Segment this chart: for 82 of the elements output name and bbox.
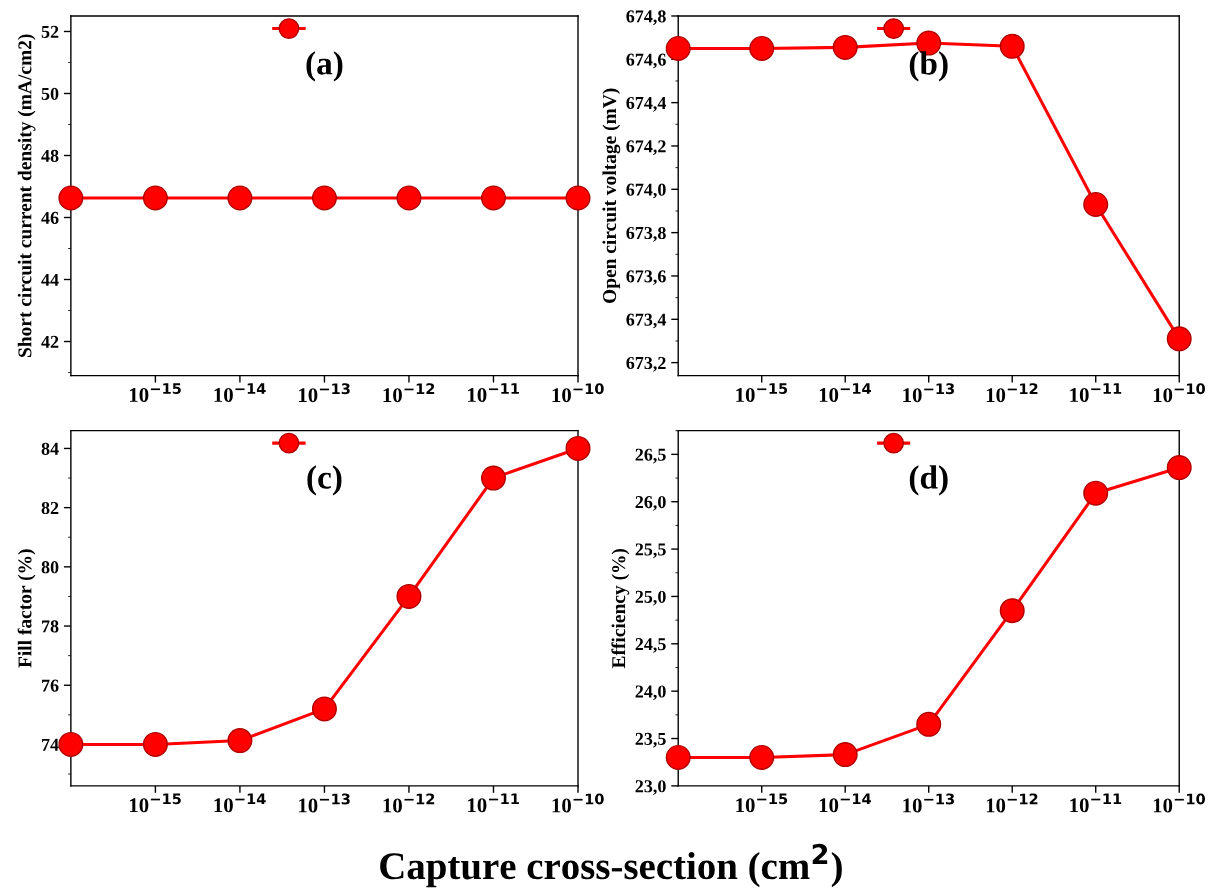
x-tick-label: 10$^{−11}$	[1070, 383, 1122, 403]
y-tick-label: 674,8	[626, 10, 666, 26]
x-tick-label: 10$^{−15}$	[736, 383, 788, 403]
x-tick-label: 10$^{−15}$	[129, 793, 181, 813]
y-tick-label: 24,0	[635, 685, 666, 701]
y-tick-label: 674,6	[626, 53, 666, 69]
point	[142, 731, 168, 757]
point	[1166, 455, 1192, 481]
y-tick-label: 46	[41, 211, 59, 224]
point	[565, 435, 591, 461]
y-tick-label: 52	[41, 25, 59, 38]
x-tick-label: 10$^{−10}$	[1153, 383, 1205, 403]
x-tick-label: 10$^{−14}$	[214, 383, 266, 403]
x-tick-label: 10$^{−12}$	[383, 383, 435, 403]
point	[916, 711, 942, 737]
y-tick-label: 674,4	[626, 96, 667, 112]
point	[665, 35, 691, 61]
point	[1083, 480, 1109, 506]
y-tick-label: 26,5	[635, 448, 666, 464]
y-axis-title: Efficiency (%)	[611, 548, 630, 669]
x-tick-label: 10$^{−10}$	[552, 383, 604, 403]
x-tick-label: 10$^{−13}$	[903, 383, 955, 403]
y-tick-label: 23,0	[635, 780, 666, 795]
y-axis-title: Short circuit current density (mA/cm2)	[17, 34, 36, 357]
point	[311, 696, 337, 722]
y-tick-label: 673,6	[626, 270, 666, 286]
x-tick-label: 10$^{−11}$	[468, 793, 519, 813]
y-tick-label: 673,8	[626, 226, 666, 242]
point	[58, 731, 84, 757]
point	[999, 33, 1025, 59]
y-tick-label: 24,5	[635, 638, 666, 653]
y-tick-label: 78	[42, 620, 59, 633]
point	[227, 728, 253, 754]
y-tick-label: 25,0	[635, 590, 666, 606]
x-tick-label: 10$^{−13}$	[299, 383, 350, 403]
y-axis-title: Open circuit voltage (mV)	[602, 88, 621, 303]
y-tick-label: 673,4	[626, 313, 667, 329]
point	[396, 583, 422, 609]
annotation: (b)	[909, 51, 948, 82]
y-axis-title: Fill factor (%)	[17, 549, 36, 668]
y-tick-label: 674,2	[626, 140, 666, 156]
y-tick-label: 25,5	[635, 543, 666, 559]
x-tick-label: 10$^{−15}$	[736, 793, 788, 813]
point	[749, 35, 775, 61]
point	[749, 744, 775, 770]
x-tick-label: 10$^{−13}$	[903, 793, 955, 813]
y-tick-label: 23,5	[635, 732, 666, 748]
x-tick-label: 10$^{−15}$	[129, 383, 181, 403]
point	[832, 742, 858, 768]
y-tick-label: 74	[42, 738, 59, 751]
x-tick-label: 10$^{−10}$	[552, 793, 604, 813]
y-tick-label: 76	[42, 679, 59, 692]
point	[1166, 326, 1192, 352]
annotation: (a)	[306, 51, 343, 82]
x-tick-label: 10$^{−14}$	[214, 793, 266, 813]
point	[1083, 191, 1109, 217]
annotation: (d)	[909, 465, 948, 496]
x-tick-label: 10$^{−14}$	[819, 793, 872, 813]
y-tick-label: 84	[41, 442, 59, 455]
x-tick-label: 10$^{−14}$	[819, 383, 872, 403]
y-tick-label: 50	[41, 87, 59, 100]
y-tick-label: 26,0	[635, 495, 666, 511]
point	[665, 744, 691, 770]
y-tick-label: 42	[41, 335, 59, 348]
point	[480, 465, 506, 491]
y-tick-label: 82	[41, 501, 59, 515]
x-tick-label: 10$^{−11}$	[1070, 793, 1122, 813]
x-tick-label: 10$^{−12}$	[986, 383, 1038, 403]
x-tick-label: 10$^{−11}$	[468, 383, 519, 403]
y-tick-label: 674,0	[626, 183, 666, 199]
point	[832, 34, 858, 60]
annotation: (c)	[307, 465, 342, 496]
y-tick-label: 673,2	[626, 356, 666, 372]
text: Capture cross-section (cm$^{2}$)	[380, 843, 842, 888]
y-tick-label: 48	[41, 149, 59, 162]
point	[999, 598, 1025, 624]
x-tick-label: 10$^{−12}$	[986, 793, 1038, 813]
x-tick-label: 10$^{−10}$	[1153, 793, 1205, 813]
x-tick-label: 10$^{−12}$	[383, 793, 435, 813]
x-tick-label: 10$^{−13}$	[299, 793, 350, 813]
y-tick-label: 80	[41, 561, 59, 574]
y-tick-label: 44	[41, 273, 59, 286]
